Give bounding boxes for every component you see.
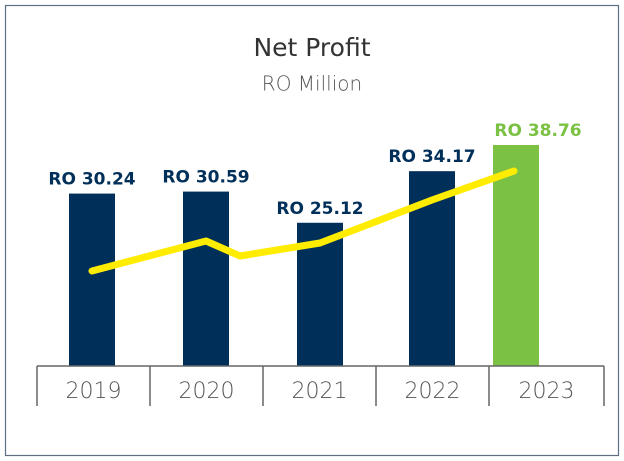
value-label: RO 34.17: [388, 147, 475, 167]
chart-title: Net Profit: [253, 33, 370, 62]
value-label: RO 25.12: [276, 199, 363, 219]
value-label: RO 30.59: [162, 168, 249, 188]
bar: [69, 193, 115, 366]
x-tick-label: 2020: [179, 379, 235, 404]
x-tick-label: 2023: [519, 379, 575, 404]
trend-line: [88, 167, 518, 275]
value-label: RO 30.24: [48, 170, 135, 190]
value-label: RO 38.76: [494, 121, 581, 141]
chart-subtitle: RO Million: [262, 72, 362, 96]
x-tick-label: 2022: [405, 379, 461, 404]
x-tick-label: 2019: [66, 379, 122, 404]
bar: [493, 145, 539, 366]
x-tick-label: 2021: [292, 379, 348, 404]
category-axis: [36, 365, 605, 406]
bar: [183, 191, 229, 366]
